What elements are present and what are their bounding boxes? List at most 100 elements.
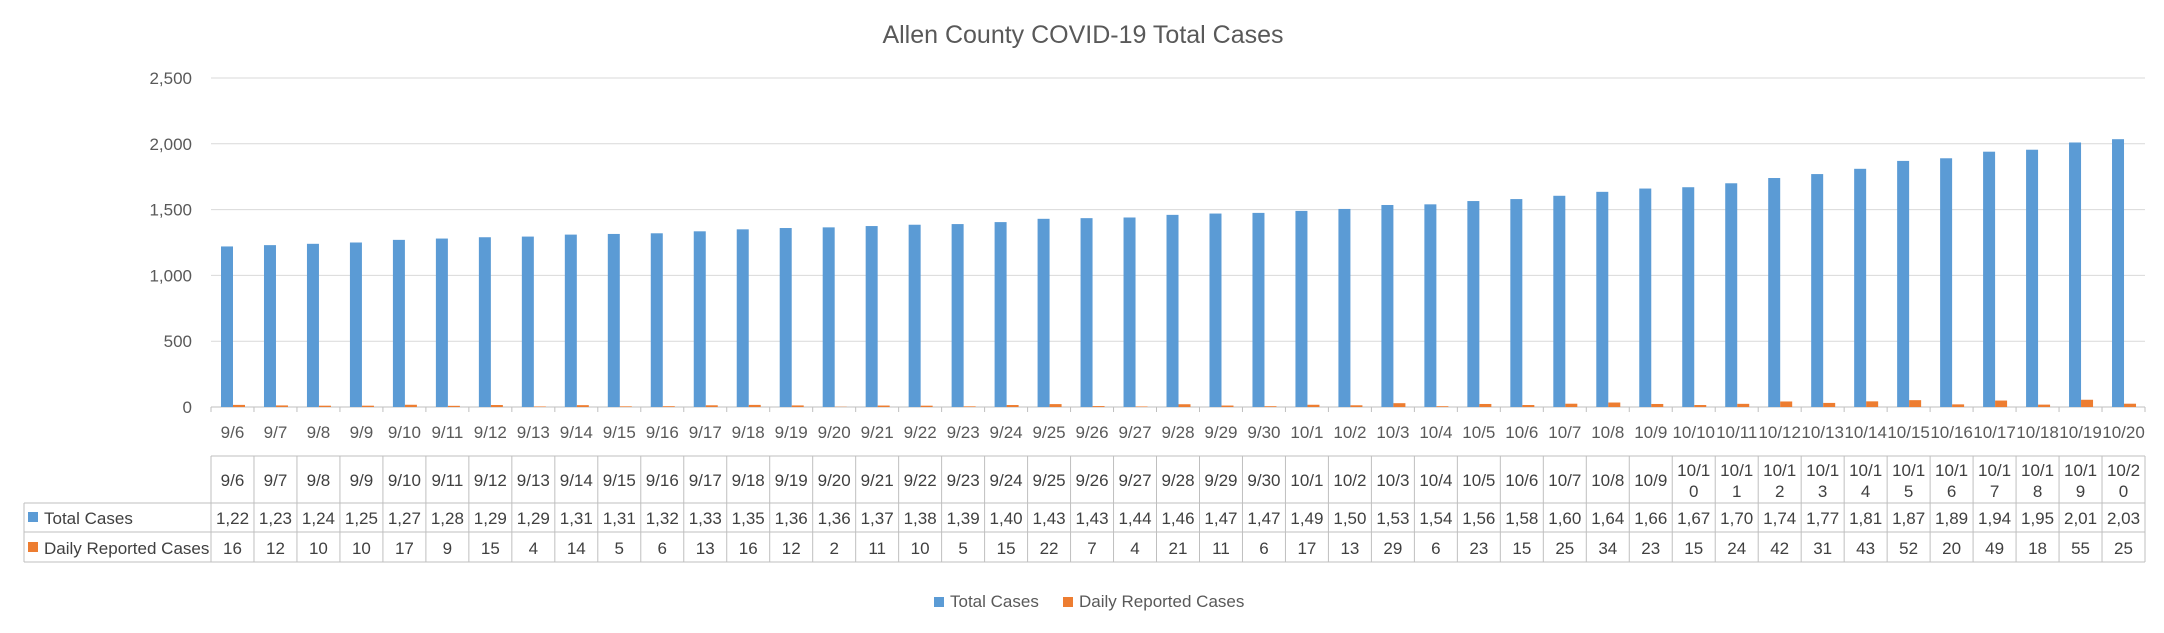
- bar-daily-reported-cases: [1952, 404, 1965, 407]
- x-tick-label: 9/26: [1075, 423, 1108, 442]
- x-tick-label: 9/16: [646, 423, 679, 442]
- table-value-cell: 1,47: [1247, 509, 1280, 528]
- x-tick-label: 10/7: [1548, 423, 1581, 442]
- x-tick-label: 10/11: [1716, 423, 1757, 442]
- x-tick-label: 10/15: [1887, 423, 1930, 442]
- table-value-cell: 9: [443, 539, 452, 558]
- table-value-cell: 1,37: [861, 509, 894, 528]
- data-table: 9/6 9/7 9/8 9/9 9/10 9/11 9/12 9/13 9/14 9/15 9/16…: [23, 455, 2146, 563]
- x-tick-label: 9/28: [1161, 423, 1194, 442]
- table-header-cell: 9/24: [990, 471, 1023, 490]
- table-header-cell: 9/26: [1075, 471, 1108, 490]
- table-value-cell: 20: [1942, 539, 1961, 558]
- x-tick-label: 9/12: [474, 423, 507, 442]
- bar-daily-reported-cases: [662, 406, 675, 407]
- table-value-cell: 24: [1727, 539, 1746, 558]
- x-tick-label: 10/9: [1634, 423, 1667, 442]
- bar-daily-reported-cases: [963, 406, 976, 407]
- table-value-cell: 5: [615, 539, 624, 558]
- table-value-cell: 6: [1259, 539, 1268, 558]
- table-value-cell: 1,33: [689, 509, 722, 528]
- x-tick-label: 10/16: [1930, 423, 1973, 442]
- table-value-cell: 1,25: [345, 509, 378, 528]
- x-tick-label: 10/4: [1419, 423, 1452, 442]
- bar-total-cases: [1166, 214, 1179, 407]
- table-value-cell: 15: [481, 539, 500, 558]
- table-value-cell: 1,95: [2021, 509, 2054, 528]
- table-header-cell: 10/1 3: [1806, 461, 1839, 501]
- table-header-line: 4: [1861, 482, 1870, 501]
- table-header-line: 6: [1947, 482, 1956, 501]
- table-value-cell: 1,53: [1376, 509, 1409, 528]
- table-header-cell: 10/1 5: [1892, 461, 1925, 501]
- bar-total-cases: [1854, 168, 1867, 407]
- table-header-cell: 9/22: [904, 471, 937, 490]
- bar-total-cases: [650, 233, 663, 407]
- bar-total-cases: [1725, 183, 1738, 407]
- table-header-cell: 10/8: [1591, 471, 1624, 490]
- x-tick-label: 9/23: [947, 423, 980, 442]
- bar-daily-reported-cases: [1264, 406, 1277, 407]
- table-header-cell: 9/18: [732, 471, 765, 490]
- bar-total-cases: [478, 237, 491, 407]
- bar-total-cases: [392, 239, 405, 407]
- table-header-line: 5: [1904, 482, 1913, 501]
- table-header-cell: 10/1 8: [2021, 461, 2054, 501]
- table-header-cell: 10/4: [1419, 471, 1452, 490]
- bar-daily-reported-cases: [1651, 403, 1664, 407]
- table-value-cell: 2,03: [2107, 509, 2140, 528]
- table-header-cell: 10/1 4: [1849, 461, 1882, 501]
- table-value-cell: 10: [352, 539, 371, 558]
- bar-total-cases: [1639, 188, 1652, 407]
- table-value-cell: 29: [1383, 539, 1402, 558]
- row-key-daily-reported-cases: [28, 542, 38, 552]
- bar-total-cases: [693, 231, 706, 407]
- bar-daily-reported-cases: [791, 405, 804, 407]
- x-tick-label: 10/8: [1591, 423, 1624, 442]
- table-header-line: 7: [1990, 482, 1999, 501]
- x-tick-label: 10/10: [1672, 423, 1715, 442]
- legend-swatch-daily-reported-cases: [1063, 597, 1073, 607]
- table-header-cell: 9/27: [1118, 471, 1151, 490]
- table-header-cell: 10/1 2: [1763, 461, 1796, 501]
- table-header-cell: 9/20: [818, 471, 851, 490]
- table-header-line: 3: [1818, 482, 1827, 501]
- table-header-cell: 9/8: [307, 471, 331, 490]
- table-header-cell: 9/9: [350, 471, 374, 490]
- table-header-line: 1: [1732, 482, 1741, 501]
- table-value-cell: 31: [1813, 539, 1832, 558]
- bar-total-cases: [349, 242, 362, 407]
- table-header-cell: 9/14: [560, 471, 593, 490]
- table-header-line: 10/1: [1849, 461, 1882, 480]
- table-value-cell: 2: [829, 539, 838, 558]
- bar-total-cases: [1510, 199, 1523, 407]
- table-value-cell: 1,70: [1720, 509, 1753, 528]
- table-value-cell: 1,74: [1763, 509, 1796, 528]
- x-tick-label: 9/19: [775, 423, 808, 442]
- bar-daily-reported-cases: [1694, 405, 1707, 407]
- bar-total-cases: [736, 229, 749, 407]
- bar-daily-reported-cases: [1522, 405, 1535, 407]
- table-value-cell: 1,94: [1978, 509, 2011, 528]
- table-value-cell: 1,28: [431, 509, 464, 528]
- bar-daily-reported-cases: [576, 405, 589, 407]
- y-tick-label: 1,000: [149, 266, 192, 285]
- bar-daily-reported-cases: [318, 405, 331, 407]
- table-value-cell: 11: [1212, 539, 1230, 558]
- table-value-cell: 21: [1169, 539, 1188, 558]
- table-value-cell: 1,46: [1161, 509, 1194, 528]
- bar-total-cases: [1467, 201, 1480, 407]
- table-header-cell: 9/25: [1033, 471, 1066, 490]
- table-header-line: 10/1: [1892, 461, 1925, 480]
- legend: Total Cases Daily Reported Cases: [934, 592, 1244, 611]
- bar-daily-reported-cases: [1823, 402, 1836, 407]
- table-value-cell: 1,66: [1634, 509, 1667, 528]
- table-value-cell: 14: [567, 539, 586, 558]
- table-value-cell: 25: [1555, 539, 1574, 558]
- bar-total-cases: [1123, 217, 1136, 407]
- x-tick-label: 9/8: [307, 423, 331, 442]
- bar-daily-reported-cases: [1049, 404, 1062, 407]
- x-tick-label: 9/20: [818, 423, 851, 442]
- table-header-cell: 10/1 0: [1677, 461, 1710, 501]
- bar-daily-reported-cases: [1006, 405, 1019, 407]
